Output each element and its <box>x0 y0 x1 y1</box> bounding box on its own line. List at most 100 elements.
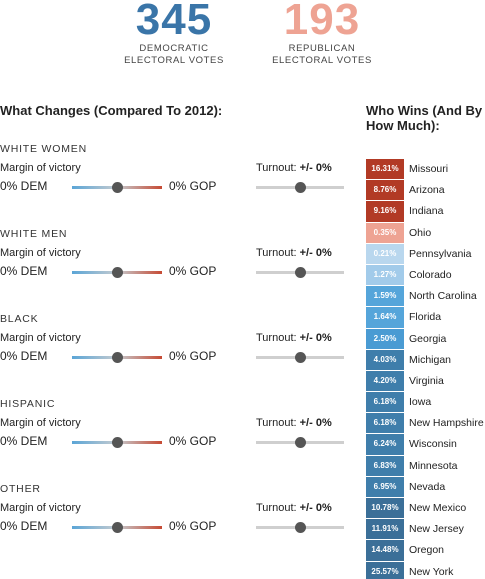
state-row-virginia: 4.20% Virginia <box>366 370 484 392</box>
state-name: New Hampshire <box>409 417 484 430</box>
margin-slider[interactable] <box>72 182 162 193</box>
margin-slider[interactable] <box>72 352 162 363</box>
margin-slider[interactable] <box>72 522 162 533</box>
state-margin-badge: 8.76% <box>366 180 404 201</box>
margin-label: Margin of victory <box>0 417 81 429</box>
state-row-michigan: 4.03% Michigan <box>366 349 484 371</box>
margin-label: Margin of victory <box>0 502 81 514</box>
turnout-value: +/- 0% <box>299 247 332 259</box>
margin-slider-handle[interactable] <box>111 267 123 278</box>
turnout-value: +/- 0% <box>299 162 332 174</box>
margin-label: Margin of victory <box>0 162 81 174</box>
state-row-new-york: 25.57% New York <box>366 561 484 579</box>
dem-margin-text: 0% DEM <box>0 179 48 193</box>
state-name: Florida <box>409 311 442 324</box>
state-margin-badge: 6.83% <box>366 455 404 476</box>
democratic-electoral-votes-count: 345 <box>135 0 213 44</box>
dem-margin-text: 0% DEM <box>0 264 48 278</box>
state-name: Ohio <box>409 226 432 239</box>
state-name: North Carolina <box>409 290 477 303</box>
dem-margin-text: 0% DEM <box>0 434 48 448</box>
state-row-wisconsin: 6.24% Wisconsin <box>366 434 484 455</box>
turnout-slider-handle[interactable] <box>294 267 306 278</box>
republican-label: REPUBLICAN ELECTORAL VOTES <box>272 43 372 66</box>
state-margin-badge: 6.18% <box>366 392 404 413</box>
turnout-slider-handle[interactable] <box>294 182 306 193</box>
state-margin-badge: 11.91% <box>366 519 404 540</box>
margin-slider[interactable] <box>72 267 162 278</box>
gop-margin-text: 0% GOP <box>169 179 217 193</box>
turnout-slider-handle[interactable] <box>294 352 306 363</box>
gop-margin-text: 0% GOP <box>169 434 217 448</box>
dem-margin-text: 0% DEM <box>0 519 48 533</box>
turnout-label: Turnout: +/- 0% <box>256 247 332 259</box>
group-name: HISPANIC <box>0 398 56 410</box>
state-row-minnesota: 6.83% Minnesota <box>366 455 484 477</box>
group-name: OTHER <box>0 483 41 495</box>
state-name: Iowa <box>409 396 432 409</box>
turnout-slider[interactable] <box>256 182 344 193</box>
state-name: New Jersey <box>409 523 464 536</box>
margin-label: Margin of victory <box>0 247 81 259</box>
turnout-label: Turnout: +/- 0% <box>256 332 332 344</box>
state-margin-badge: 1.27% <box>366 264 404 286</box>
group-white-women: WHITE WOMEN Margin of victory Turnout: +/-… <box>0 143 350 223</box>
state-row-new-hampshire: 6.18% New Hampshire <box>366 413 484 434</box>
gop-margin-text: 0% GOP <box>169 264 217 278</box>
state-margin-badge: 6.95% <box>366 476 404 497</box>
republican-tally: 193 REPUBLICAN ELECTORAL VOTES <box>266 0 378 66</box>
democratic-label: DEMOCRATIC ELECTORAL VOTES <box>124 43 224 66</box>
margin-slider-handle[interactable] <box>111 522 123 533</box>
group-name: BLACK <box>0 313 39 325</box>
margin-slider-handle[interactable] <box>111 182 123 193</box>
turnout-label: Turnout: +/- 0% <box>256 417 332 429</box>
state-name: Arizona <box>409 184 445 197</box>
turnout-value: +/- 0% <box>299 332 332 344</box>
state-name: Oregon <box>409 544 445 557</box>
turnout-value: +/- 0% <box>299 417 332 429</box>
turnout-slider[interactable] <box>256 437 344 448</box>
changes-heading: What Changes (Compared To 2012): <box>0 103 223 118</box>
state-row-new-mexico: 10.78% New Mexico <box>366 498 484 519</box>
group-black: BLACK Margin of victory Turnout: +/- 0% 0% … <box>0 313 350 393</box>
republican-electoral-votes-count: 193 <box>283 0 361 44</box>
state-row-indiana: 9.16% Indiana <box>366 201 484 222</box>
dem-margin-text: 0% DEM <box>0 349 48 363</box>
gop-margin-text: 0% GOP <box>169 519 217 533</box>
group-other: OTHER Margin of victory Turnout: +/- 0% 0% … <box>0 483 350 563</box>
turnout-slider-handle[interactable] <box>294 522 306 533</box>
state-row-pennsylvania: 0.21% Pennsylvania <box>366 243 484 265</box>
turnout-slider[interactable] <box>256 267 344 278</box>
turnout-slider[interactable] <box>256 352 344 363</box>
state-margin-badge: 14.48% <box>366 540 404 561</box>
state-name: Missouri <box>409 163 449 175</box>
state-row-florida: 1.64% Florida <box>366 307 484 328</box>
state-margin-badge: 0.35% <box>366 222 404 243</box>
state-margin-badge: 0.21% <box>366 243 404 264</box>
state-margin-badge: 4.20% <box>366 370 404 392</box>
state-row-iowa: 6.18% Iowa <box>366 392 484 413</box>
gop-margin-text: 0% GOP <box>169 349 217 363</box>
state-margin-badge: 10.78% <box>366 498 404 519</box>
state-margin-badge: 1.64% <box>366 307 404 328</box>
state-name: New Mexico <box>409 502 467 514</box>
state-name: Virginia <box>409 374 444 387</box>
who-wins-heading: Who Wins (And By How Much): <box>366 103 483 133</box>
state-margin-badge: 16.31% <box>366 159 404 180</box>
turnout-label: Turnout: +/- 0% <box>256 502 332 514</box>
turnout-label: Turnout: +/- 0% <box>256 162 332 174</box>
state-row-georgia: 2.50% Georgia <box>366 328 484 350</box>
margin-slider-handle[interactable] <box>111 352 123 363</box>
turnout-slider-handle[interactable] <box>294 437 306 448</box>
margin-slider[interactable] <box>72 437 162 448</box>
state-name: Nevada <box>409 480 446 493</box>
state-row-missouri: 16.31% Missouri <box>366 159 484 180</box>
state-name: Michigan <box>409 353 452 366</box>
state-row-oregon: 14.48% Oregon <box>366 540 484 561</box>
margin-slider-handle[interactable] <box>111 437 123 448</box>
state-margin-badge: 2.50% <box>366 328 404 349</box>
state-name: Pennsylvania <box>409 247 472 260</box>
state-row-colorado: 1.27% Colorado <box>366 264 484 286</box>
state-margin-badge: 9.16% <box>366 201 404 222</box>
turnout-slider[interactable] <box>256 522 344 533</box>
